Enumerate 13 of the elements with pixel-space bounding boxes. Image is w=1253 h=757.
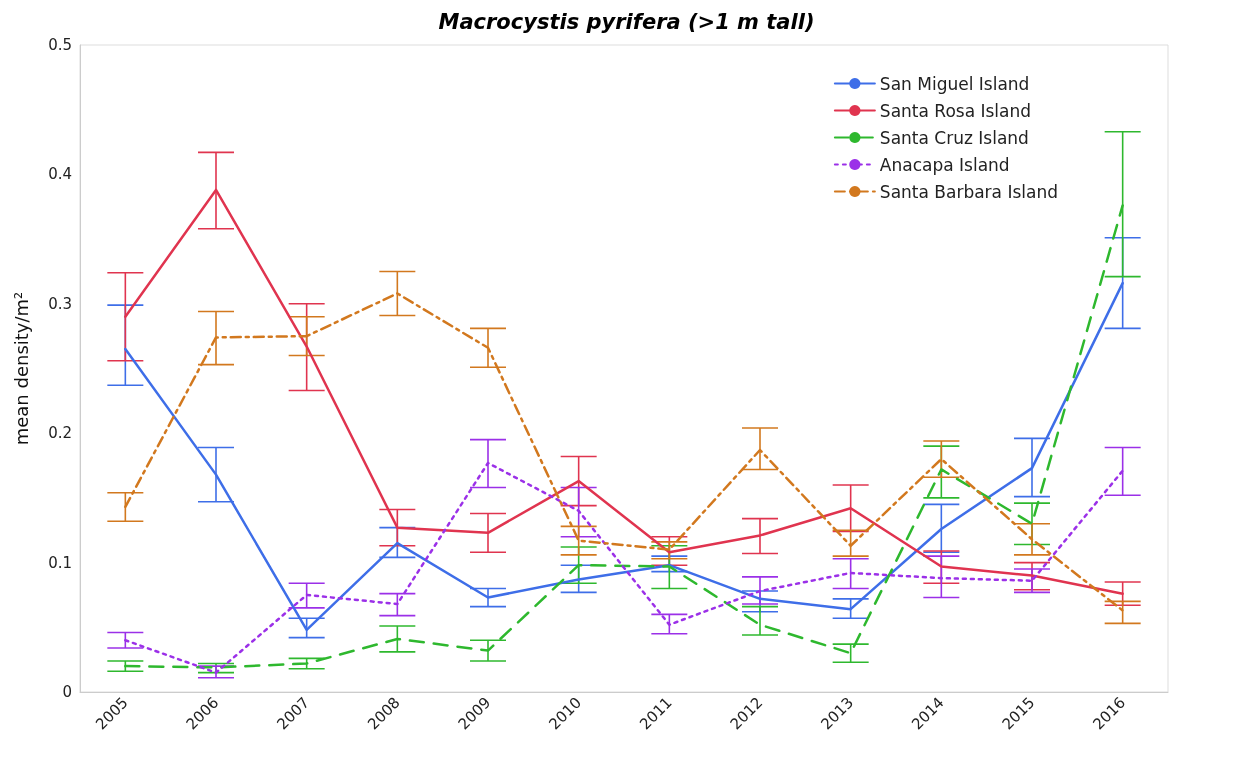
y-tick-label: 0.3 [48,294,72,313]
legend-label: Santa Rosa Island [879,100,1032,121]
y-tick-label: 0.1 [48,553,72,572]
legend-label: Santa Cruz Island [879,127,1029,148]
legend-label: Anacapa Island [879,154,1010,175]
y-axis-title: mean density/m² [10,291,32,446]
y-tick-label: 0.5 [48,36,72,54]
chart-title: Macrocystis pyrifera (>1 m tall) [438,9,815,34]
y-tick-label: 0 [62,683,72,701]
y-tick-label: 0.4 [48,165,72,184]
legend-label: San Miguel Island [879,73,1030,94]
y-tick-label: 0.2 [48,424,72,443]
legend-label: Santa Barbara Island [879,181,1059,202]
